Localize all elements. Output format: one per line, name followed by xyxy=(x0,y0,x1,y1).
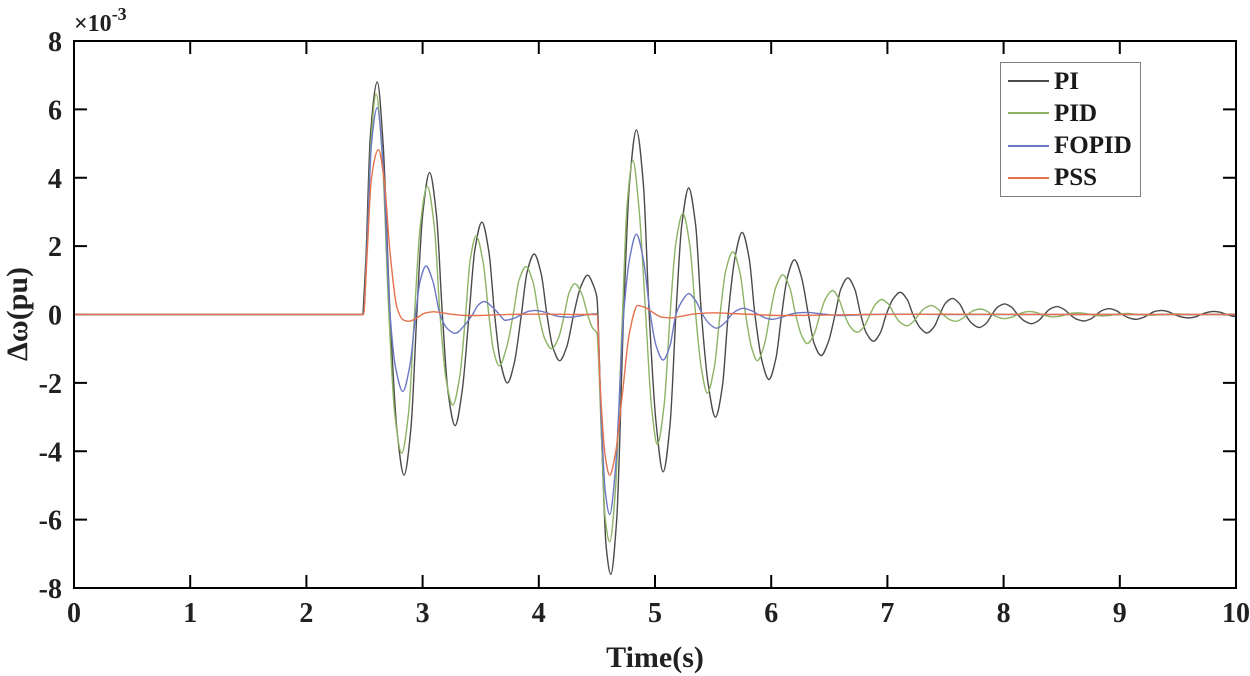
x-tick-labels: 0 1 2 3 4 5 6 7 8 9 10 xyxy=(67,598,1250,629)
y-axis-exponent-label: ×10-3 xyxy=(74,4,127,37)
series-line-fopid xyxy=(75,107,1235,516)
legend-line-swatch xyxy=(1008,80,1049,83)
x-tick-label: 4 xyxy=(532,598,546,629)
legend-item-pss: PSS xyxy=(1001,162,1140,193)
legend-label: PI xyxy=(1054,67,1079,95)
legend-item-pi: PI xyxy=(1001,66,1140,97)
legend-line-swatch xyxy=(1008,112,1049,115)
x-tick-label: 3 xyxy=(416,598,430,629)
y-axis-title: Δω(pu) xyxy=(1,267,34,361)
y-tick-label: 8 xyxy=(48,27,62,58)
axis-ticks xyxy=(73,40,1237,589)
y-tick-label: -4 xyxy=(39,437,62,468)
series-line-pi xyxy=(75,81,1235,575)
legend: PI PID FOPID PSS xyxy=(1000,62,1141,197)
y-tick-label: 6 xyxy=(48,95,62,126)
legend-label: PSS xyxy=(1054,164,1098,192)
legend-item-pid: PID xyxy=(1001,98,1140,129)
x-tick-label: 0 xyxy=(67,598,81,629)
x-tick-label: 2 xyxy=(299,598,313,629)
y-tick-label: -2 xyxy=(39,369,62,400)
y-tick-label: 4 xyxy=(48,164,62,195)
x-tick-label: 5 xyxy=(648,598,662,629)
x-tick-label: 6 xyxy=(764,598,778,629)
legend-label: FOPID xyxy=(1054,132,1132,160)
x-axis-title: Time(s) xyxy=(606,641,704,674)
series-line-pss xyxy=(75,149,1235,476)
y-tick-labels: 8 6 4 2 0 -2 -4 -6 -8 xyxy=(39,27,62,605)
x-tick-label: 9 xyxy=(1113,598,1127,629)
y-tick-label: 0 xyxy=(48,301,62,332)
y-tick-label: -8 xyxy=(39,574,62,605)
y-tick-label: 2 xyxy=(48,232,62,263)
data-series-curves xyxy=(75,81,1235,575)
legend-label: PID xyxy=(1054,99,1098,127)
x-tick-label: 1 xyxy=(183,598,197,629)
x-tick-label: 8 xyxy=(997,598,1011,629)
series-line-pid xyxy=(75,93,1235,543)
legend-line-swatch xyxy=(1008,144,1049,147)
legend-line-swatch xyxy=(1008,176,1049,179)
x-tick-label: 10 xyxy=(1222,598,1250,629)
x-tick-label: 7 xyxy=(880,598,894,629)
legend-item-fopid: FOPID xyxy=(1001,130,1140,161)
y-tick-label: -6 xyxy=(39,506,62,537)
